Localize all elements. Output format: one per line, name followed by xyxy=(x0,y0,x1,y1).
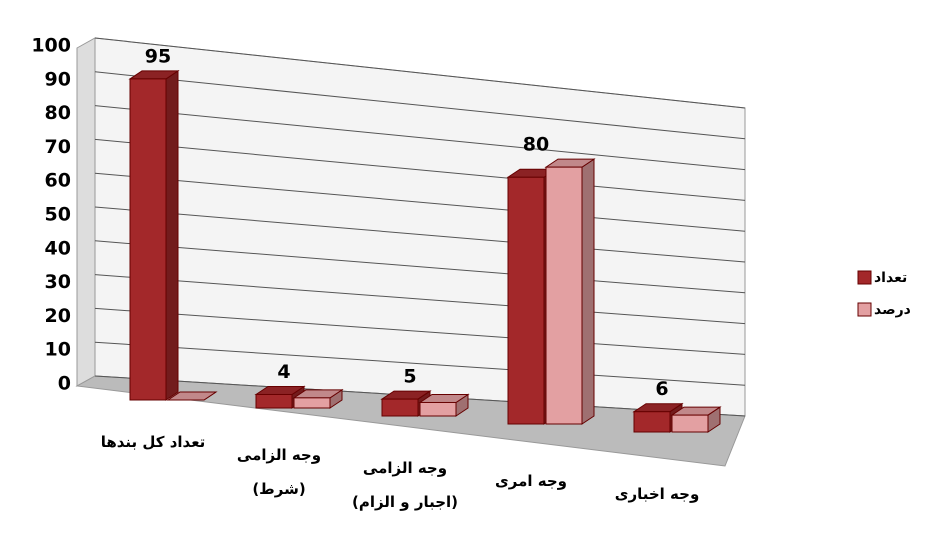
data-label: 5 xyxy=(403,366,416,388)
bar xyxy=(381,398,419,417)
grid-line xyxy=(94,37,746,109)
legend-swatch xyxy=(857,270,872,285)
legend-swatch xyxy=(857,302,872,317)
y-tick-label: 10 xyxy=(45,339,71,361)
bar xyxy=(293,397,331,409)
grid-line xyxy=(94,138,746,201)
grid-line xyxy=(94,172,746,232)
bar-top xyxy=(166,391,218,401)
bar-side xyxy=(581,158,595,425)
x-tick-label: وجه اخباری xyxy=(614,485,700,503)
bar xyxy=(419,401,457,417)
grid-line xyxy=(94,71,746,140)
y-tick-label: 50 xyxy=(45,204,71,226)
y-tick-label: 20 xyxy=(45,305,71,327)
grid-line xyxy=(94,105,746,171)
data-label: 80 xyxy=(523,134,549,156)
bar xyxy=(545,166,583,425)
back-wall xyxy=(94,37,746,417)
data-label: 95 xyxy=(145,45,171,67)
legend-label: درصد xyxy=(874,302,911,318)
y-tick-label: 100 xyxy=(31,35,71,57)
grid-line xyxy=(94,274,746,325)
y-tick-label: 0 xyxy=(58,373,71,395)
bar xyxy=(671,414,709,433)
y-tick-label: 40 xyxy=(45,237,71,259)
bar xyxy=(255,393,293,409)
bar xyxy=(507,176,545,425)
x-tick-label: وجه الزامی (شرط) xyxy=(236,446,322,498)
y-tick-label: 80 xyxy=(45,102,71,124)
bar xyxy=(129,78,167,401)
data-label: 4 xyxy=(277,361,290,383)
y-tick-label: 90 xyxy=(45,68,71,90)
side-wall xyxy=(76,37,96,387)
data-label: 6 xyxy=(655,378,668,400)
bar xyxy=(633,411,671,433)
grid-line xyxy=(94,307,746,355)
y-tick-label: 60 xyxy=(45,170,71,192)
grid-line xyxy=(94,240,746,294)
grid-line xyxy=(94,341,746,386)
x-tick-label: وجه الزامی (اجبار و الزام) xyxy=(351,459,459,511)
bar-side xyxy=(165,69,179,401)
x-tick-label: وجه امری xyxy=(495,472,567,490)
y-tick-label: 70 xyxy=(45,136,71,158)
grid-line xyxy=(94,206,746,263)
y-tick-label: 30 xyxy=(45,271,71,293)
x-tick-label: تعداد کل بندها xyxy=(100,433,206,451)
legend-label: تعداد xyxy=(874,270,907,286)
